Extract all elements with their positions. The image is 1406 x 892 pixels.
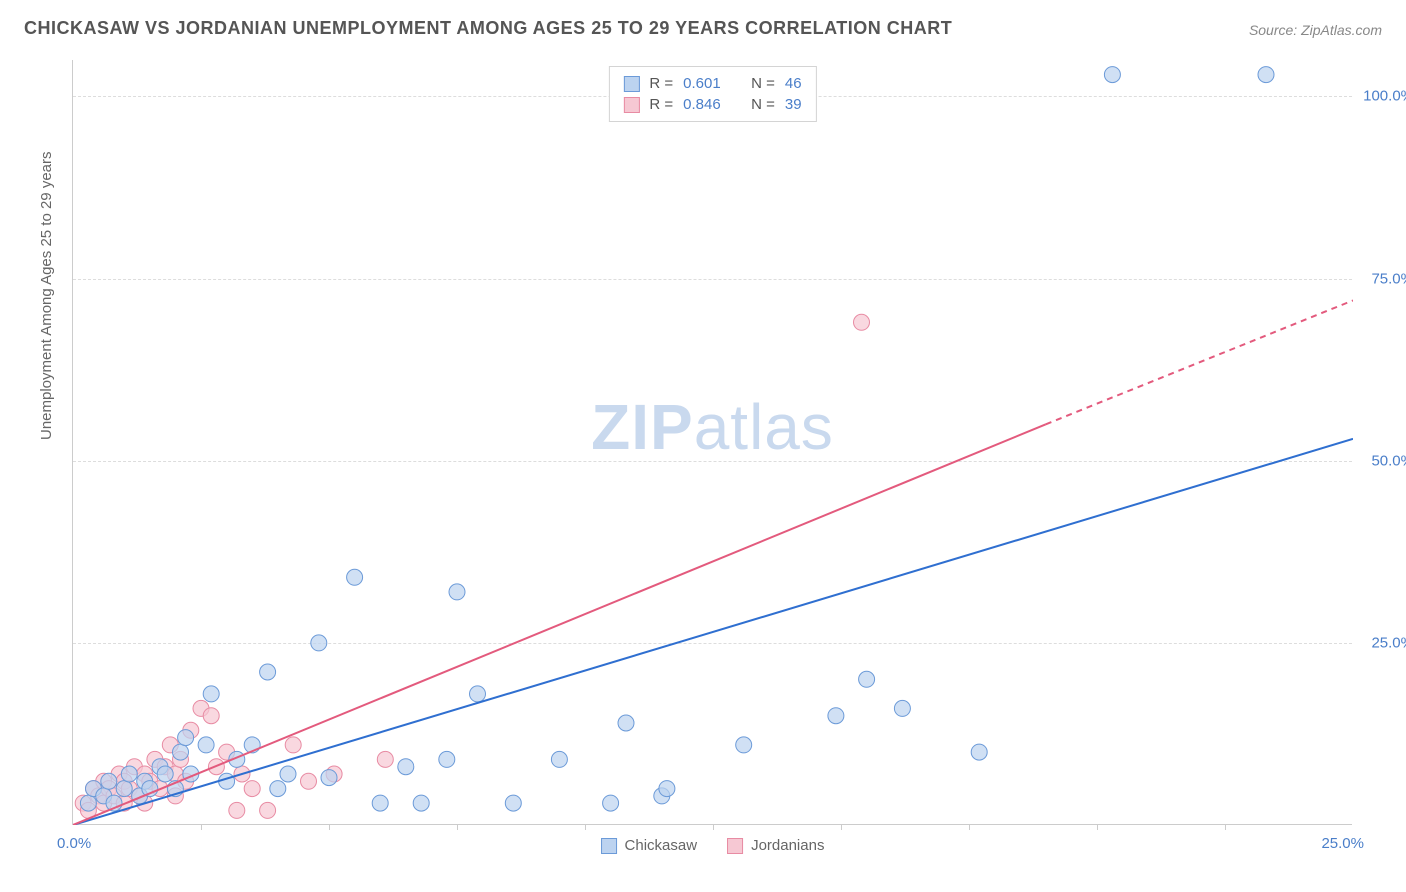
legend-label-jordanians: Jordanians	[751, 837, 824, 854]
scatter-svg	[73, 60, 1353, 825]
data-point	[603, 795, 619, 811]
trend-line-chickasaw	[73, 439, 1353, 825]
data-point	[173, 744, 189, 760]
data-point	[229, 802, 245, 818]
n-value-jordanians: 39	[785, 96, 802, 113]
r-value-chickasaw: 0.601	[683, 75, 733, 92]
chart-title: CHICKASAW VS JORDANIAN UNEMPLOYMENT AMON…	[24, 18, 952, 39]
legend-row-chickasaw: R = 0.601 N = 46	[623, 73, 801, 94]
data-point	[398, 759, 414, 775]
data-point	[270, 781, 286, 797]
data-point	[854, 314, 870, 330]
data-point	[859, 671, 875, 687]
data-point	[894, 700, 910, 716]
data-point	[470, 686, 486, 702]
y-tick-label: 75.0%	[1371, 270, 1406, 287]
data-point	[439, 751, 455, 767]
data-point	[280, 766, 296, 782]
data-point	[618, 715, 634, 731]
data-point	[121, 766, 137, 782]
data-point	[372, 795, 388, 811]
data-point	[203, 708, 219, 724]
data-point	[347, 569, 363, 585]
swatch-chickasaw	[623, 76, 639, 92]
data-point	[178, 730, 194, 746]
legend-correlation-box: R = 0.601 N = 46 R = 0.846 N = 39	[608, 66, 816, 122]
legend-row-jordanians: R = 0.846 N = 39	[623, 94, 801, 115]
data-point	[321, 770, 337, 786]
data-point	[101, 773, 117, 789]
data-point	[301, 773, 317, 789]
source-attribution: Source: ZipAtlas.com	[1249, 22, 1382, 38]
y-tick-label: 100.0%	[1363, 88, 1406, 105]
data-point	[377, 751, 393, 767]
data-point	[285, 737, 301, 753]
x-max-label: 25.0%	[1321, 835, 1364, 852]
swatch-jordanians	[623, 97, 639, 113]
data-point	[413, 795, 429, 811]
data-point	[260, 664, 276, 680]
data-point	[449, 584, 465, 600]
n-label: N =	[751, 96, 775, 113]
x-origin-label: 0.0%	[57, 835, 91, 852]
data-point	[551, 751, 567, 767]
n-value-chickasaw: 46	[785, 75, 802, 92]
data-point	[311, 635, 327, 651]
data-point	[244, 781, 260, 797]
data-point	[203, 686, 219, 702]
data-point	[1104, 67, 1120, 83]
r-label: R =	[649, 75, 673, 92]
y-tick-label: 25.0%	[1371, 634, 1406, 651]
r-label: R =	[649, 96, 673, 113]
data-point	[828, 708, 844, 724]
legend-label-chickasaw: Chickasaw	[625, 837, 698, 854]
data-point	[1258, 67, 1274, 83]
y-tick-label: 50.0%	[1371, 452, 1406, 469]
data-point	[116, 781, 132, 797]
data-point	[505, 795, 521, 811]
data-point	[736, 737, 752, 753]
data-point	[157, 766, 173, 782]
data-point	[260, 802, 276, 818]
n-label: N =	[751, 75, 775, 92]
legend-item-chickasaw: Chickasaw	[601, 837, 698, 854]
legend-series: Chickasaw Jordanians	[601, 837, 825, 854]
plot-area: ZIPatlas 25.0%50.0%75.0%100.0% R = 0.601…	[72, 60, 1352, 825]
trend-line-jordanians-dashed	[1046, 300, 1353, 424]
y-axis-title: Unemployment Among Ages 25 to 29 years	[38, 151, 55, 440]
data-point	[659, 781, 675, 797]
data-point	[971, 744, 987, 760]
data-point	[198, 737, 214, 753]
swatch-jordanians-icon	[727, 838, 743, 854]
r-value-jordanians: 0.846	[683, 96, 733, 113]
swatch-chickasaw-icon	[601, 838, 617, 854]
legend-item-jordanians: Jordanians	[727, 837, 824, 854]
data-point	[80, 795, 96, 811]
